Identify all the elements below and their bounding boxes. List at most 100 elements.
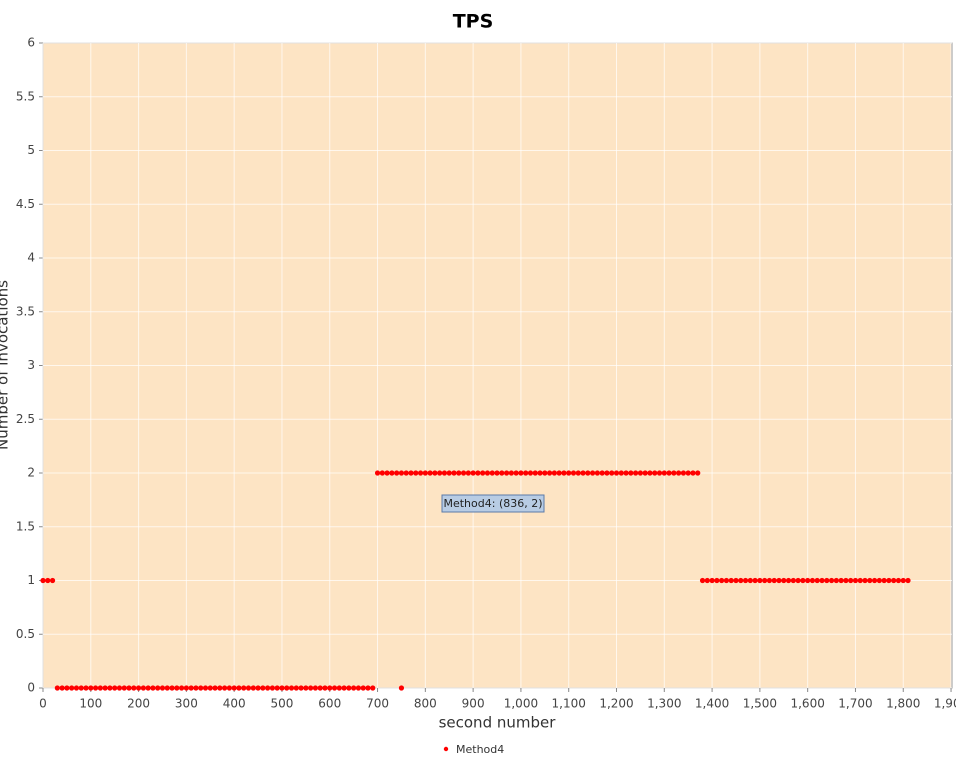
data-point bbox=[561, 470, 567, 476]
data-point bbox=[255, 685, 261, 691]
data-point bbox=[107, 685, 113, 691]
data-point bbox=[284, 685, 290, 691]
y-tick-label: 1 bbox=[27, 573, 35, 587]
data-point bbox=[207, 685, 213, 691]
data-point bbox=[575, 470, 581, 476]
x-tick-label: 600 bbox=[318, 697, 341, 711]
data-point bbox=[857, 577, 863, 584]
data-point bbox=[480, 470, 486, 476]
x-axis-label: second number bbox=[439, 714, 557, 732]
data-point bbox=[685, 470, 691, 476]
data-point bbox=[805, 577, 811, 584]
data-point bbox=[135, 685, 142, 691]
chart-title: TPS bbox=[453, 11, 494, 33]
x-tick-label: 1,200 bbox=[599, 697, 633, 711]
data-point bbox=[298, 685, 304, 691]
data-point bbox=[666, 470, 672, 476]
data-point bbox=[83, 685, 89, 691]
data-point bbox=[241, 685, 247, 691]
data-point bbox=[776, 577, 782, 584]
data-point bbox=[188, 685, 194, 691]
data-point bbox=[384, 470, 390, 476]
data-point bbox=[293, 685, 299, 691]
data-point bbox=[217, 685, 223, 691]
data-point bbox=[174, 685, 180, 691]
data-point bbox=[556, 470, 562, 476]
data-point bbox=[140, 685, 146, 691]
data-point bbox=[441, 470, 448, 476]
data-point bbox=[374, 470, 381, 476]
data-point bbox=[102, 685, 108, 691]
data-point bbox=[494, 470, 500, 476]
data-point bbox=[733, 577, 739, 584]
data-point bbox=[518, 470, 524, 476]
data-point bbox=[513, 470, 519, 476]
data-point bbox=[824, 577, 830, 584]
data-point bbox=[867, 577, 873, 584]
data-point bbox=[709, 577, 715, 584]
data-point bbox=[676, 470, 682, 476]
data-point bbox=[891, 577, 897, 584]
data-point bbox=[40, 577, 46, 584]
x-tick-label: 1,300 bbox=[647, 697, 681, 711]
data-point bbox=[848, 577, 854, 584]
data-point bbox=[408, 470, 414, 476]
data-point bbox=[413, 470, 419, 476]
data-point bbox=[532, 470, 538, 476]
data-point bbox=[800, 577, 806, 584]
data-point bbox=[150, 685, 156, 691]
data-point bbox=[570, 470, 577, 476]
data-point bbox=[585, 470, 591, 476]
data-point bbox=[236, 685, 242, 691]
data-point bbox=[590, 470, 596, 476]
x-tick-label: 1,600 bbox=[790, 697, 824, 711]
data-point bbox=[265, 685, 271, 691]
data-point bbox=[628, 470, 634, 476]
data-point bbox=[417, 470, 424, 476]
data-point bbox=[59, 685, 65, 691]
data-point bbox=[680, 470, 687, 476]
data-point bbox=[202, 685, 209, 691]
data-point bbox=[714, 577, 720, 584]
data-point bbox=[852, 577, 859, 584]
data-point bbox=[757, 577, 763, 584]
data-point bbox=[131, 685, 137, 691]
data-point bbox=[633, 470, 639, 476]
data-point bbox=[164, 685, 170, 691]
data-point bbox=[762, 577, 768, 584]
x-tick-label: 400 bbox=[223, 697, 246, 711]
data-point bbox=[465, 470, 471, 476]
data-point bbox=[661, 470, 667, 476]
data-point bbox=[274, 685, 280, 691]
data-point bbox=[288, 685, 295, 691]
data-point bbox=[594, 470, 600, 476]
data-point bbox=[351, 685, 357, 691]
data-point bbox=[599, 470, 605, 476]
data-point bbox=[637, 470, 643, 476]
data-point bbox=[642, 470, 648, 476]
x-tick-label: 1,800 bbox=[886, 697, 920, 711]
data-point bbox=[489, 470, 495, 476]
data-point bbox=[699, 577, 706, 584]
data-point bbox=[198, 685, 204, 691]
data-point bbox=[112, 685, 118, 691]
data-point bbox=[193, 685, 199, 691]
y-tick-label: 2 bbox=[27, 466, 35, 480]
data-point bbox=[566, 470, 572, 476]
data-point bbox=[475, 470, 481, 476]
data-point bbox=[766, 577, 773, 584]
data-point bbox=[398, 685, 405, 691]
data-point bbox=[905, 577, 911, 584]
data-point bbox=[881, 577, 887, 584]
data-point bbox=[876, 577, 882, 584]
data-point bbox=[155, 685, 161, 691]
data-point bbox=[231, 685, 237, 691]
data-point bbox=[900, 577, 906, 584]
y-tick-label: 5 bbox=[27, 143, 35, 157]
data-point bbox=[446, 470, 452, 476]
data-point bbox=[370, 685, 376, 691]
data-point bbox=[260, 685, 266, 691]
data-point bbox=[322, 685, 328, 691]
data-point bbox=[389, 470, 395, 476]
